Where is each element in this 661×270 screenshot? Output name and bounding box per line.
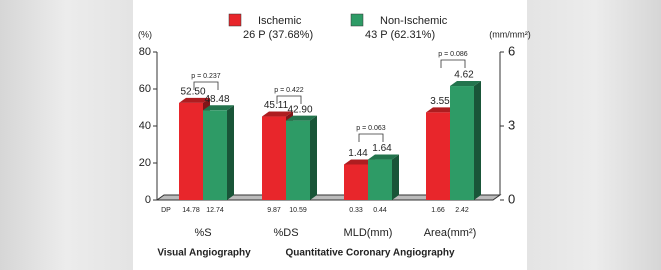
bar-side: [227, 105, 234, 200]
dp-label: DP: [161, 207, 171, 214]
bar-top: [344, 159, 375, 165]
bar: [262, 116, 286, 200]
bar: [450, 86, 474, 200]
dp-value: 0.33: [349, 207, 363, 214]
x-tick-label: MLD(mm): [344, 227, 393, 239]
p-bracket: [358, 133, 384, 142]
y2-tick-label: 6: [508, 43, 515, 58]
dp-value: 1.66: [431, 207, 445, 214]
data-label: 48.48: [204, 94, 229, 105]
bar-top: [450, 81, 481, 87]
y-tick-label: 0: [145, 194, 151, 206]
dp-value: 2.42: [455, 207, 469, 214]
x-tick-label: %S: [194, 227, 211, 239]
group-label: Quantitative Coronary Angiography: [285, 248, 455, 259]
data-label: 45.11: [264, 100, 289, 111]
p-value: p = 0.063: [356, 125, 385, 132]
bar-top: [203, 105, 234, 111]
bar: [203, 110, 227, 200]
x-tick-label: %DS: [273, 227, 298, 239]
dp-value: 0.44: [373, 207, 387, 214]
data-label: 42.90: [287, 104, 312, 115]
bar: [344, 164, 368, 200]
y-tick-label: 60: [139, 83, 151, 95]
data-label: 52.50: [180, 87, 205, 98]
y2-tick-label: 3: [508, 117, 515, 132]
dp-value: 9.87: [267, 207, 281, 214]
p-value: p = 0.422: [274, 87, 303, 94]
y2-axis-label: (mm/mm²): [489, 29, 530, 39]
bar-side: [392, 154, 399, 200]
data-label: 1.64: [372, 143, 392, 154]
bar-side: [474, 81, 481, 200]
y-tick-label: 80: [139, 46, 151, 58]
bar-top: [179, 97, 210, 103]
y2-tick-label: 0: [508, 191, 515, 206]
legend-label: Ischemic: [258, 15, 302, 27]
p-value: p = 0.086: [438, 51, 467, 58]
legend-swatch: [228, 13, 242, 27]
x-tick-label: Area(mm²): [424, 227, 477, 239]
bar: [426, 112, 450, 200]
p-bracket: [193, 81, 219, 90]
dp-value: 10.59: [289, 207, 307, 214]
legend-label: Non-Ischemic: [380, 15, 448, 27]
legend-subtitle: 43 P (62.31%): [365, 29, 435, 41]
bar-top: [426, 107, 457, 113]
p-bracket: [440, 59, 466, 68]
bar-top: [286, 115, 317, 121]
bar: [179, 102, 203, 200]
bar-top: [262, 111, 293, 117]
y-tick-label: 20: [139, 157, 151, 169]
y-tick-label: 40: [139, 120, 151, 132]
y-axis-label: (%): [138, 29, 152, 39]
bar: [368, 159, 392, 200]
bar: [286, 120, 310, 200]
data-label: 4.62: [454, 70, 474, 81]
group-label: Visual Angiography: [157, 248, 251, 259]
bar-top: [368, 154, 399, 160]
dp-value: 12.74: [206, 207, 224, 214]
legend-subtitle: 26 P (37.68%): [243, 29, 313, 41]
p-bracket: [276, 95, 302, 104]
bar-side: [310, 115, 317, 200]
p-value: p = 0.237: [191, 73, 220, 80]
data-label: 1.44: [348, 148, 368, 159]
dp-value: 14.78: [182, 207, 200, 214]
data-label: 3.55: [430, 96, 450, 107]
legend-swatch: [350, 13, 364, 27]
